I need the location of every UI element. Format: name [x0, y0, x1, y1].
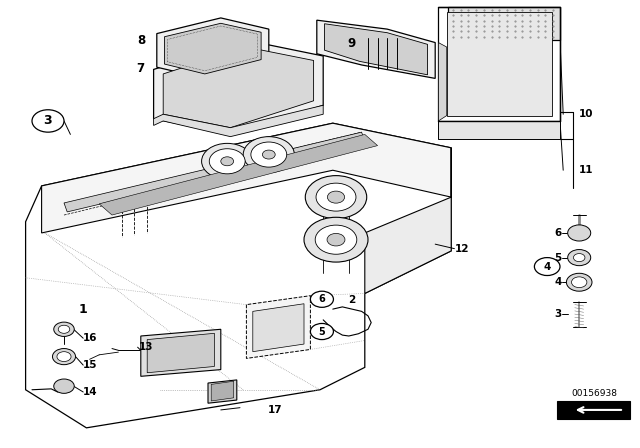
Circle shape	[209, 149, 245, 174]
Polygon shape	[147, 333, 214, 373]
Polygon shape	[99, 134, 378, 215]
Polygon shape	[448, 7, 560, 40]
Polygon shape	[253, 304, 304, 352]
Polygon shape	[317, 20, 435, 78]
Text: 1: 1	[79, 302, 88, 316]
Polygon shape	[154, 105, 323, 137]
Text: 13: 13	[139, 342, 154, 352]
Polygon shape	[365, 148, 451, 293]
Text: 17: 17	[268, 405, 282, 415]
Polygon shape	[208, 380, 237, 403]
Circle shape	[328, 191, 344, 203]
Circle shape	[57, 352, 71, 362]
Polygon shape	[154, 40, 323, 134]
Circle shape	[243, 137, 294, 172]
Polygon shape	[246, 296, 310, 358]
Circle shape	[54, 379, 74, 393]
Polygon shape	[438, 7, 560, 121]
Polygon shape	[26, 123, 451, 428]
Text: 3: 3	[44, 114, 52, 128]
Circle shape	[262, 150, 275, 159]
Text: 10: 10	[579, 109, 594, 119]
Text: 15: 15	[83, 360, 98, 370]
Circle shape	[52, 349, 76, 365]
Text: 3: 3	[555, 309, 562, 319]
Polygon shape	[42, 123, 451, 233]
Polygon shape	[438, 121, 560, 139]
Text: 12: 12	[454, 244, 469, 254]
Text: 6: 6	[555, 228, 562, 238]
Polygon shape	[447, 12, 552, 116]
Circle shape	[568, 250, 591, 266]
Polygon shape	[163, 47, 314, 128]
Polygon shape	[157, 18, 269, 78]
Circle shape	[573, 254, 585, 262]
Circle shape	[58, 325, 70, 333]
Text: 4: 4	[543, 262, 551, 271]
Circle shape	[221, 157, 234, 166]
Circle shape	[316, 183, 356, 211]
Circle shape	[310, 291, 333, 307]
Text: 7: 7	[136, 61, 144, 75]
Circle shape	[305, 176, 367, 219]
Circle shape	[315, 225, 357, 254]
Circle shape	[32, 110, 64, 132]
Text: 5: 5	[319, 327, 325, 336]
Circle shape	[566, 273, 592, 291]
Circle shape	[572, 277, 587, 288]
Polygon shape	[324, 24, 428, 75]
Circle shape	[202, 143, 253, 179]
Polygon shape	[164, 23, 261, 74]
Circle shape	[304, 217, 368, 262]
Text: 8: 8	[138, 34, 146, 47]
Text: 00156938: 00156938	[571, 389, 617, 398]
Circle shape	[54, 322, 74, 336]
Polygon shape	[64, 132, 365, 212]
Text: 6: 6	[319, 294, 325, 304]
Text: 14: 14	[83, 387, 98, 397]
Text: 4: 4	[554, 277, 562, 287]
Circle shape	[327, 233, 345, 246]
Circle shape	[568, 225, 591, 241]
Text: 9: 9	[348, 37, 356, 51]
Text: 2: 2	[348, 295, 356, 305]
Polygon shape	[211, 381, 234, 401]
Polygon shape	[141, 329, 221, 376]
Text: 5: 5	[555, 253, 562, 263]
Circle shape	[310, 323, 333, 340]
Circle shape	[534, 258, 560, 276]
Polygon shape	[438, 43, 447, 121]
Text: 16: 16	[83, 333, 98, 343]
Polygon shape	[557, 401, 630, 419]
Circle shape	[251, 142, 287, 167]
Text: 11: 11	[579, 165, 594, 175]
